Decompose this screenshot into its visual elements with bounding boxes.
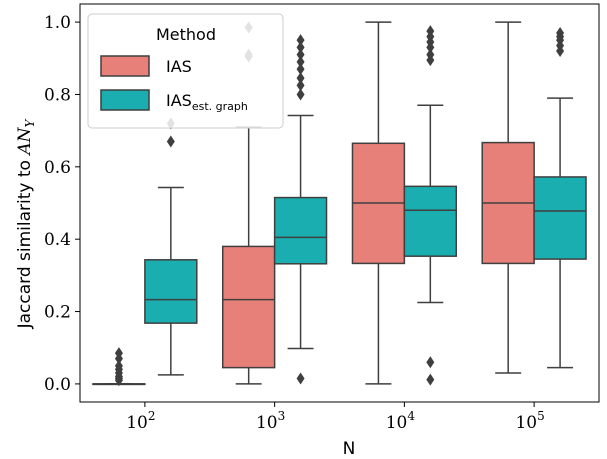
outlier-point [296, 88, 305, 101]
box-series-1-cat-1 [273, 34, 328, 385]
box-iqr [403, 185, 458, 257]
legend-swatch-ias-est-graph [100, 89, 150, 111]
x-axis-label: N [343, 439, 356, 459]
outlier-point [426, 356, 435, 369]
x-tick-label: 105 [515, 409, 544, 433]
legend-label-ias-est-graph-sub: est. graph [192, 100, 248, 113]
outlier-point [296, 55, 305, 68]
x-tick-label: 104 [386, 409, 416, 433]
y-tick-label: 0.6 [44, 158, 71, 178]
box-iqr [144, 259, 198, 324]
outlier-point [114, 352, 123, 365]
box-iqr [221, 245, 276, 369]
box-iqr [533, 176, 587, 260]
y-tick-label: 0.8 [44, 85, 71, 105]
boxes-layer [92, 21, 587, 387]
outlier-point [556, 45, 565, 58]
box-series-1-cat-0 [144, 117, 198, 376]
outlier-point [296, 63, 305, 76]
box-series-1-cat-3 [533, 26, 587, 369]
y-tick-label: 0.4 [44, 230, 71, 250]
y-axis-ticks: 0.0 0.2 0.4 0.6 0.8 1.0 [44, 13, 80, 395]
outlier-point [296, 41, 305, 54]
outlier-point [296, 72, 305, 85]
box-iqr [273, 196, 328, 265]
box-series-1-cat-2 [403, 25, 458, 386]
outlier-point [114, 374, 123, 387]
y-axis-label-prefix: Jaccard similarity to [15, 155, 35, 330]
legend-label-ias-est-graph-main: IAS [166, 91, 192, 110]
legend-label-ias-est-graph: IASest. graph [166, 91, 248, 113]
outlier-point [296, 48, 305, 61]
y-tick-label: 0.2 [44, 303, 71, 323]
legend-label-ias: IAS [166, 57, 192, 76]
outlier-point [296, 79, 305, 92]
box-series-0-cat-2 [351, 21, 406, 385]
outlier-point [426, 373, 435, 386]
plot-frame [79, 3, 600, 403]
outlier-point [426, 54, 435, 67]
legend-title: Method [156, 25, 216, 44]
legend: Method IAS IASest. graph [87, 13, 284, 129]
y-tick-label: 1.0 [44, 13, 71, 33]
legend-label-ias-main: IAS [166, 57, 192, 76]
outlier-point [166, 135, 175, 148]
y-tick-label: 0.0 [44, 375, 71, 395]
y-axis-label: Jaccard similarity to ANY [15, 119, 37, 330]
x-axis-ticks: 102 103 104 105 [126, 402, 545, 433]
x-tick-label: 103 [256, 409, 285, 433]
outlier-point [426, 41, 435, 54]
outlier-point [296, 34, 305, 47]
x-tick-label: 102 [126, 409, 155, 433]
outlier-point [296, 372, 305, 385]
y-axis-label-sub: Y [23, 119, 37, 128]
box-series-0-cat-0 [92, 347, 146, 387]
legend-swatch-ias [100, 55, 150, 77]
y-axis-label-math: AN [15, 126, 35, 156]
box-series-0-cat-3 [481, 21, 535, 374]
